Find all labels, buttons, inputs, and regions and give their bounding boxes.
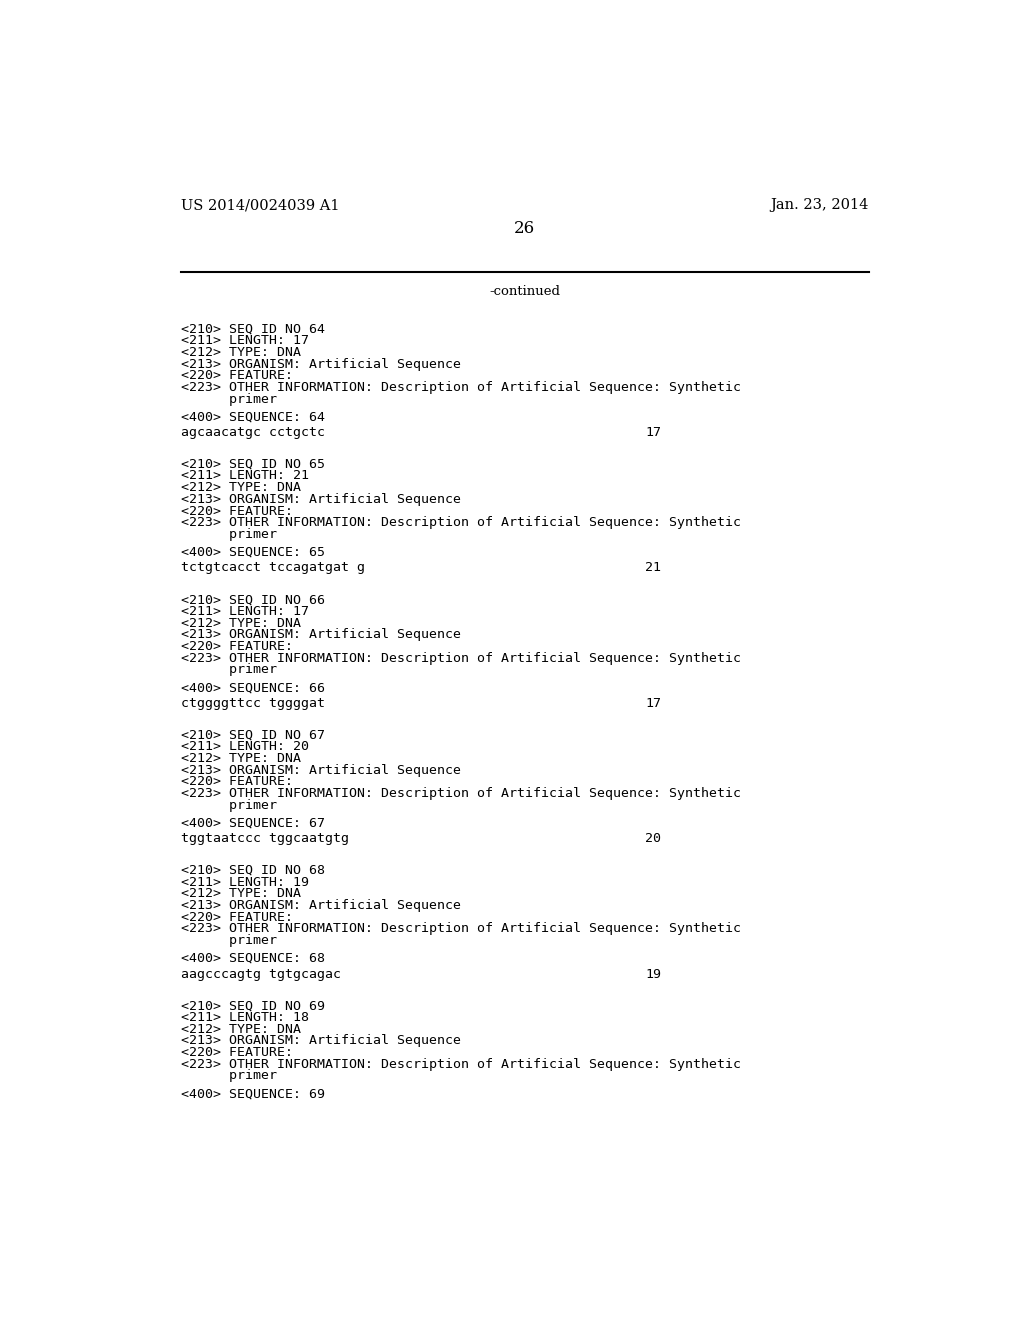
- Text: primer: primer: [180, 935, 276, 946]
- Text: <400> SEQUENCE: 64: <400> SEQUENCE: 64: [180, 411, 325, 424]
- Text: primer: primer: [180, 392, 276, 405]
- Text: <223> OTHER INFORMATION: Description of Artificial Sequence: Synthetic: <223> OTHER INFORMATION: Description of …: [180, 1057, 740, 1071]
- Text: <223> OTHER INFORMATION: Description of Artificial Sequence: Synthetic: <223> OTHER INFORMATION: Description of …: [180, 652, 740, 665]
- Text: <211> LENGTH: 17: <211> LENGTH: 17: [180, 334, 308, 347]
- Text: <213> ORGANISM: Artificial Sequence: <213> ORGANISM: Artificial Sequence: [180, 358, 461, 371]
- Text: <220> FEATURE:: <220> FEATURE:: [180, 370, 293, 383]
- Text: <210> SEQ ID NO 67: <210> SEQ ID NO 67: [180, 729, 325, 742]
- Text: <400> SEQUENCE: 66: <400> SEQUENCE: 66: [180, 681, 325, 694]
- Text: <211> LENGTH: 19: <211> LENGTH: 19: [180, 875, 308, 888]
- Text: <211> LENGTH: 21: <211> LENGTH: 21: [180, 470, 308, 483]
- Text: <223> OTHER INFORMATION: Description of Artificial Sequence: Synthetic: <223> OTHER INFORMATION: Description of …: [180, 381, 740, 393]
- Text: agcaacatgc cctgctc: agcaacatgc cctgctc: [180, 426, 325, 440]
- Text: <210> SEQ ID NO 69: <210> SEQ ID NO 69: [180, 999, 325, 1012]
- Text: Jan. 23, 2014: Jan. 23, 2014: [770, 198, 869, 213]
- Text: <212> TYPE: DNA: <212> TYPE: DNA: [180, 482, 301, 494]
- Text: ctggggttcc tggggat: ctggggttcc tggggat: [180, 697, 325, 710]
- Text: <223> OTHER INFORMATION: Description of Artificial Sequence: Synthetic: <223> OTHER INFORMATION: Description of …: [180, 923, 740, 936]
- Text: <213> ORGANISM: Artificial Sequence: <213> ORGANISM: Artificial Sequence: [180, 764, 461, 776]
- Text: -continued: -continued: [489, 285, 560, 298]
- Text: primer: primer: [180, 1069, 276, 1082]
- Text: <213> ORGANISM: Artificial Sequence: <213> ORGANISM: Artificial Sequence: [180, 492, 461, 506]
- Text: <220> FEATURE:: <220> FEATURE:: [180, 911, 293, 924]
- Text: <210> SEQ ID NO 66: <210> SEQ ID NO 66: [180, 593, 325, 606]
- Text: <220> FEATURE:: <220> FEATURE:: [180, 1045, 293, 1059]
- Text: <213> ORGANISM: Artificial Sequence: <213> ORGANISM: Artificial Sequence: [180, 1035, 461, 1047]
- Text: <213> ORGANISM: Artificial Sequence: <213> ORGANISM: Artificial Sequence: [180, 628, 461, 642]
- Text: 17: 17: [645, 426, 662, 440]
- Text: <400> SEQUENCE: 67: <400> SEQUENCE: 67: [180, 817, 325, 829]
- Text: <213> ORGANISM: Artificial Sequence: <213> ORGANISM: Artificial Sequence: [180, 899, 461, 912]
- Text: <212> TYPE: DNA: <212> TYPE: DNA: [180, 616, 301, 630]
- Text: tggtaatccc tggcaatgtg: tggtaatccc tggcaatgtg: [180, 832, 349, 845]
- Text: <212> TYPE: DNA: <212> TYPE: DNA: [180, 752, 301, 764]
- Text: <211> LENGTH: 18: <211> LENGTH: 18: [180, 1011, 308, 1024]
- Text: 26: 26: [514, 220, 536, 238]
- Text: primer: primer: [180, 664, 276, 676]
- Text: <400> SEQUENCE: 68: <400> SEQUENCE: 68: [180, 952, 325, 965]
- Text: 17: 17: [645, 697, 662, 710]
- Text: <400> SEQUENCE: 65: <400> SEQUENCE: 65: [180, 546, 325, 558]
- Text: US 2014/0024039 A1: US 2014/0024039 A1: [180, 198, 339, 213]
- Text: <223> OTHER INFORMATION: Description of Artificial Sequence: Synthetic: <223> OTHER INFORMATION: Description of …: [180, 516, 740, 529]
- Text: <212> TYPE: DNA: <212> TYPE: DNA: [180, 346, 301, 359]
- Text: <400> SEQUENCE: 69: <400> SEQUENCE: 69: [180, 1088, 325, 1101]
- Text: <210> SEQ ID NO 64: <210> SEQ ID NO 64: [180, 322, 325, 335]
- Text: primer: primer: [180, 799, 276, 812]
- Text: primer: primer: [180, 528, 276, 541]
- Text: tctgtcacct tccagatgat g: tctgtcacct tccagatgat g: [180, 561, 365, 574]
- Text: <220> FEATURE:: <220> FEATURE:: [180, 504, 293, 517]
- Text: <211> LENGTH: 20: <211> LENGTH: 20: [180, 741, 308, 754]
- Text: <210> SEQ ID NO 68: <210> SEQ ID NO 68: [180, 863, 325, 876]
- Text: <223> OTHER INFORMATION: Description of Artificial Sequence: Synthetic: <223> OTHER INFORMATION: Description of …: [180, 787, 740, 800]
- Text: <211> LENGTH: 17: <211> LENGTH: 17: [180, 605, 308, 618]
- Text: <210> SEQ ID NO 65: <210> SEQ ID NO 65: [180, 458, 325, 471]
- Text: <212> TYPE: DNA: <212> TYPE: DNA: [180, 1023, 301, 1036]
- Text: 20: 20: [645, 832, 662, 845]
- Text: 19: 19: [645, 968, 662, 981]
- Text: <220> FEATURE:: <220> FEATURE:: [180, 775, 293, 788]
- Text: aagcccagtg tgtgcagac: aagcccagtg tgtgcagac: [180, 968, 341, 981]
- Text: <212> TYPE: DNA: <212> TYPE: DNA: [180, 887, 301, 900]
- Text: 21: 21: [645, 561, 662, 574]
- Text: <220> FEATURE:: <220> FEATURE:: [180, 640, 293, 653]
